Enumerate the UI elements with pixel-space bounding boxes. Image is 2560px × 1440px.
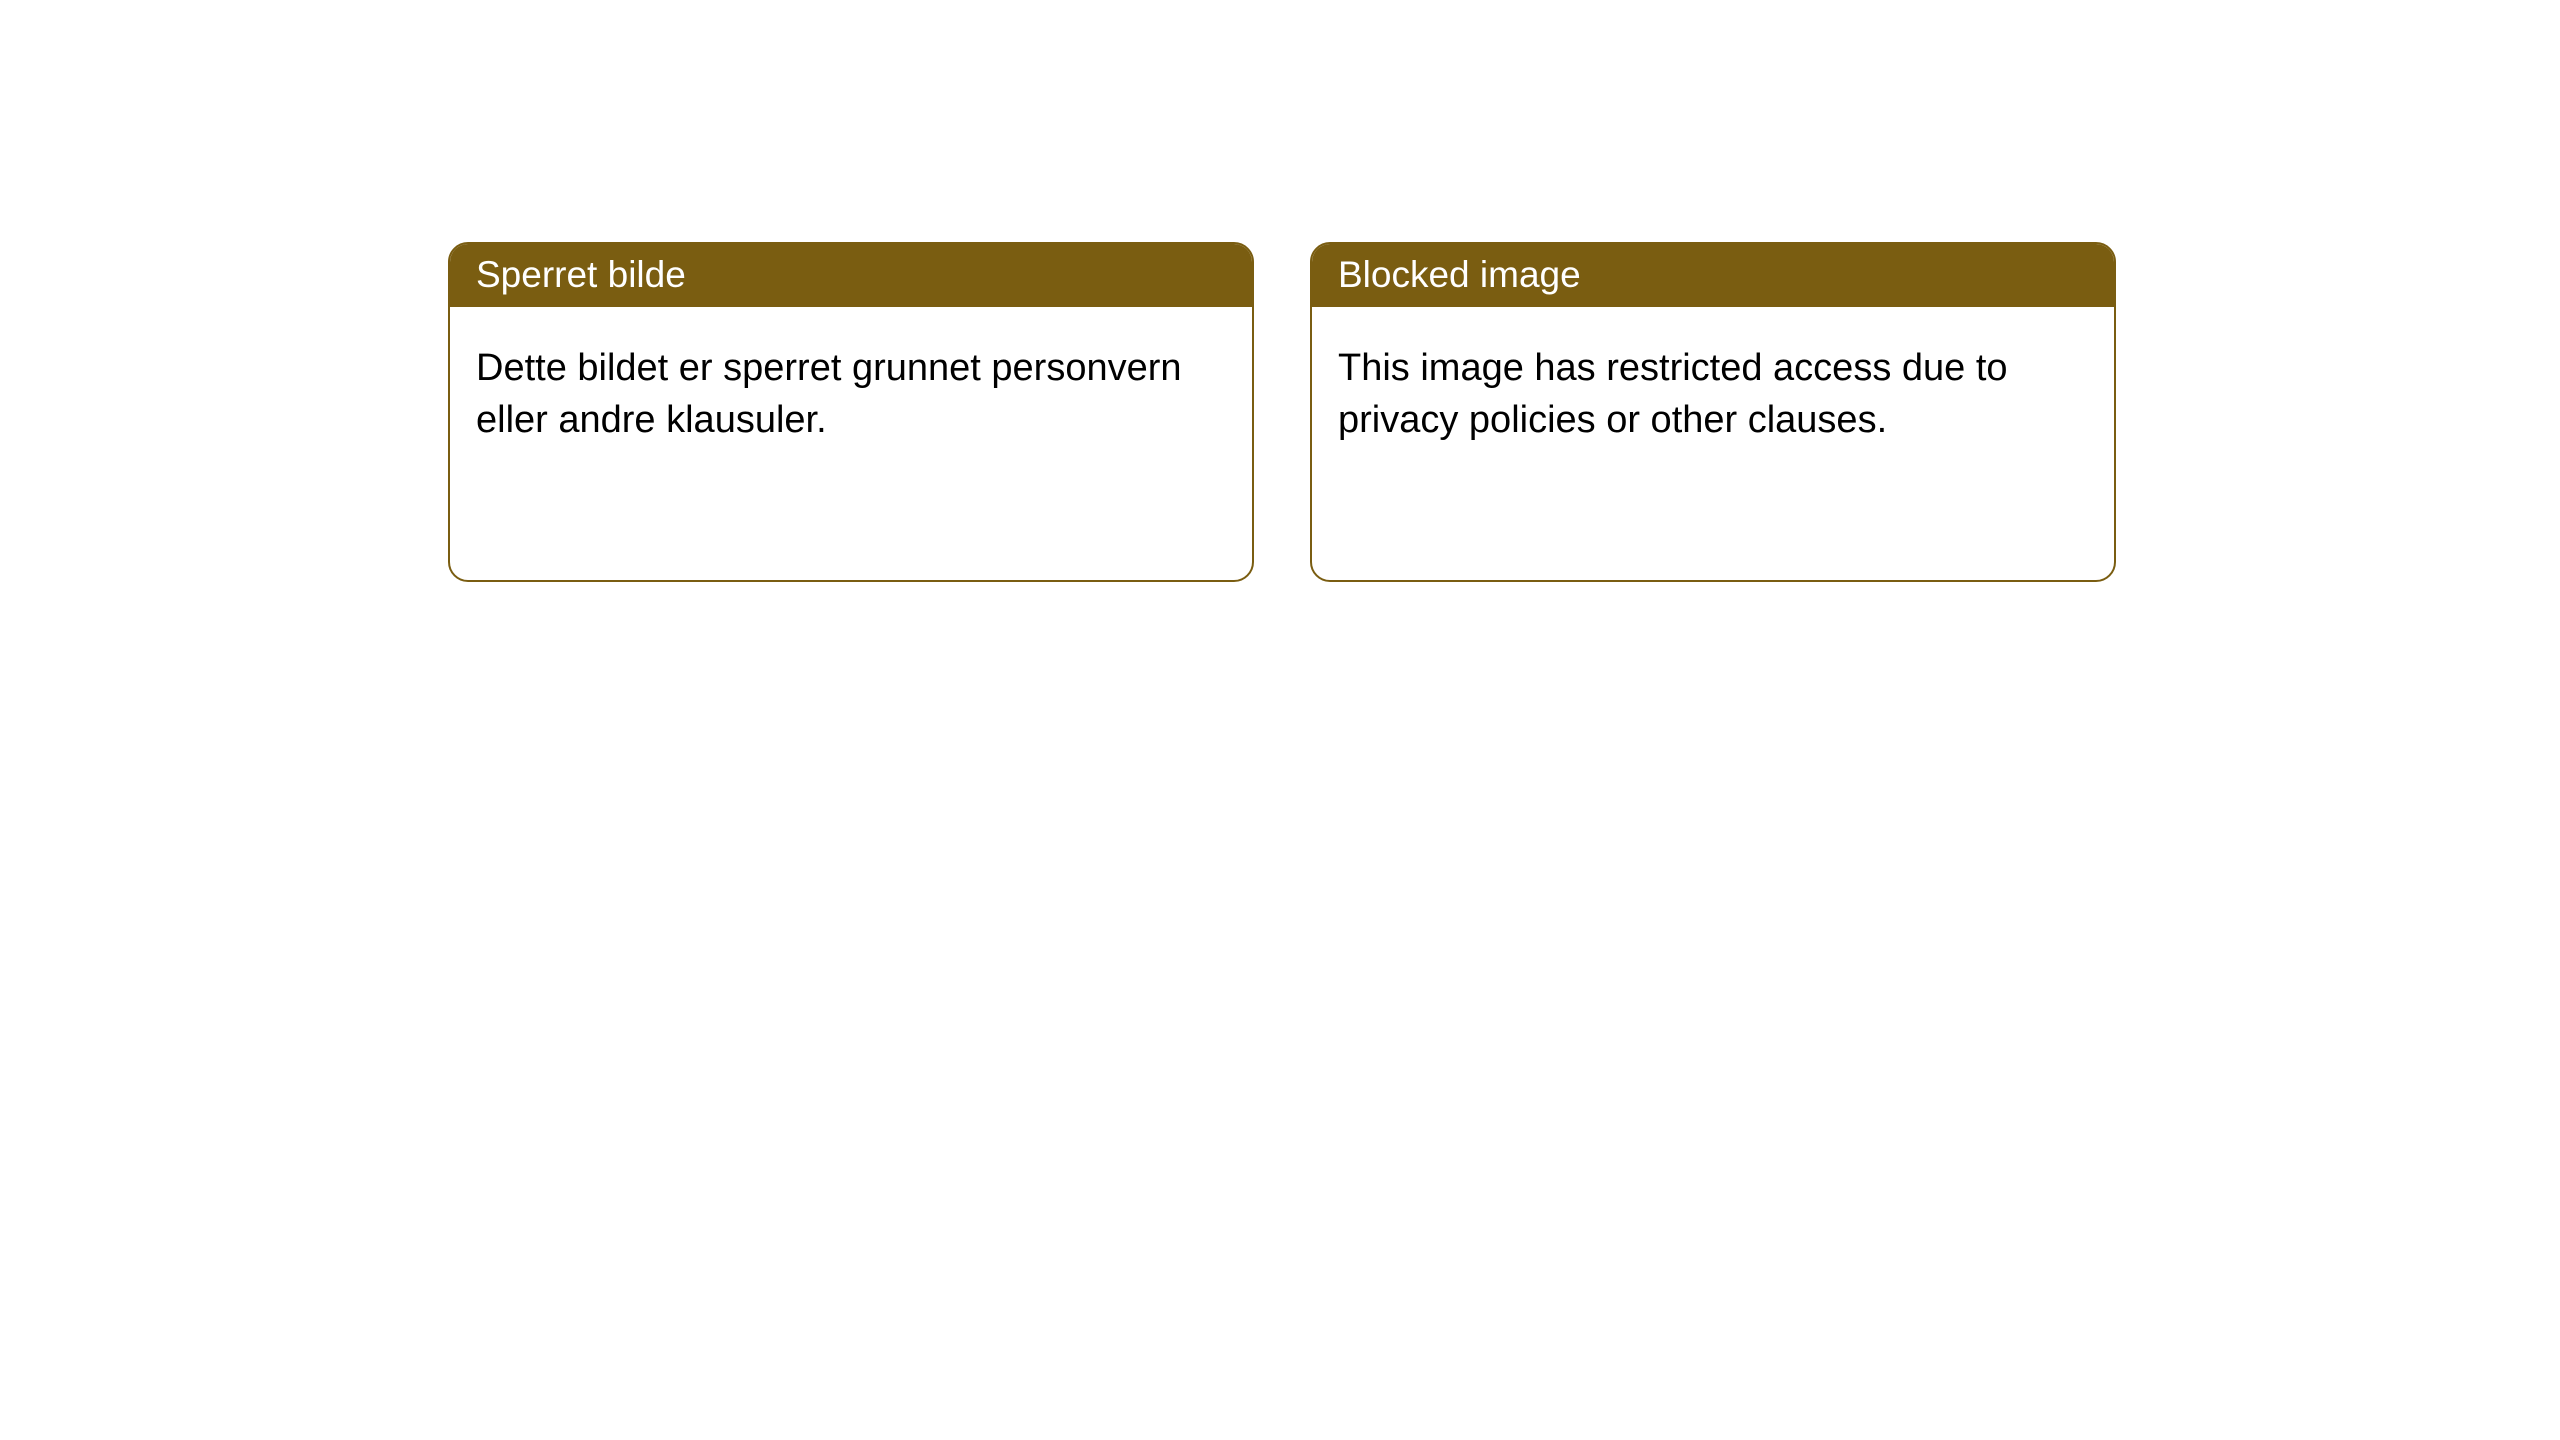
notice-body: Dette bildet er sperret grunnet personve… — [450, 307, 1252, 482]
notice-header: Sperret bilde — [450, 244, 1252, 307]
notice-box-english: Blocked image This image has restricted … — [1310, 242, 2116, 582]
notice-header: Blocked image — [1312, 244, 2114, 307]
notice-box-norwegian: Sperret bilde Dette bildet er sperret gr… — [448, 242, 1254, 582]
notice-container: Sperret bilde Dette bildet er sperret gr… — [0, 0, 2560, 582]
notice-body: This image has restricted access due to … — [1312, 307, 2114, 482]
